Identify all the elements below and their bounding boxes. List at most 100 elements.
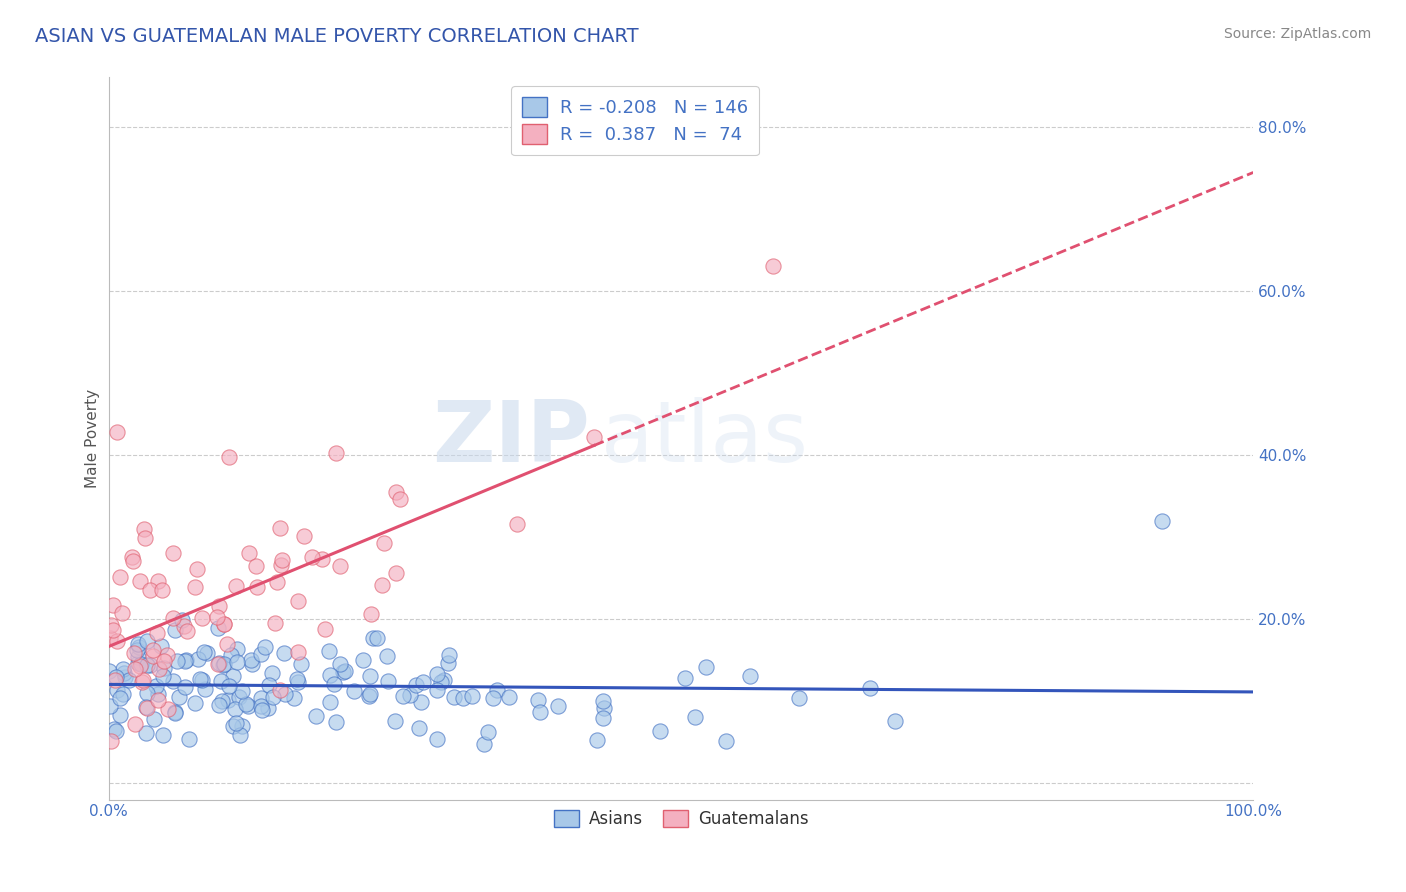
Point — [105, 633, 128, 648]
Point — [193, 645, 215, 659]
Point — [859, 681, 882, 695]
Point — [311, 552, 333, 566]
Point — [173, 654, 195, 668]
Point — [250, 647, 273, 661]
Point — [505, 516, 527, 531]
Point — [122, 554, 145, 568]
Point — [273, 646, 295, 660]
Point — [135, 634, 157, 648]
Point — [592, 711, 614, 725]
Point — [222, 719, 245, 733]
Point — [269, 521, 291, 535]
Point — [218, 450, 240, 465]
Point — [127, 637, 149, 651]
Point — [761, 259, 783, 273]
Point — [360, 607, 382, 621]
Point — [149, 639, 172, 653]
Point — [437, 648, 460, 663]
Point — [221, 669, 243, 683]
Point — [250, 703, 273, 717]
Point — [104, 724, 127, 739]
Point — [529, 705, 551, 719]
Point — [162, 674, 184, 689]
Point — [155, 648, 177, 662]
Point — [186, 562, 208, 576]
Point — [259, 678, 281, 692]
Point — [405, 678, 427, 692]
Point — [433, 673, 456, 688]
Point — [135, 699, 157, 714]
Point — [150, 582, 173, 597]
Point — [250, 691, 273, 706]
Point — [301, 549, 323, 564]
Point — [332, 665, 354, 680]
Point — [716, 734, 738, 748]
Point — [179, 731, 201, 746]
Point — [167, 690, 190, 705]
Point — [191, 610, 214, 624]
Point — [231, 684, 253, 698]
Point — [225, 716, 247, 731]
Point — [156, 701, 179, 715]
Point — [214, 617, 236, 632]
Point — [527, 693, 550, 707]
Point — [134, 522, 156, 536]
Point — [245, 558, 267, 573]
Point — [215, 636, 238, 650]
Point — [172, 613, 194, 627]
Point — [738, 669, 761, 683]
Point — [453, 691, 475, 706]
Point — [426, 666, 449, 681]
Point — [188, 672, 211, 686]
Point — [437, 656, 460, 670]
Point — [135, 726, 157, 740]
Point — [124, 716, 146, 731]
Point — [264, 616, 287, 631]
Point — [592, 701, 614, 715]
Point — [127, 649, 149, 664]
Point — [112, 666, 135, 681]
Point — [673, 671, 696, 685]
Point — [136, 701, 159, 715]
Point — [146, 625, 169, 640]
Point — [146, 686, 169, 700]
Point — [443, 690, 465, 704]
Point — [287, 594, 309, 608]
Point — [103, 599, 125, 613]
Point — [117, 673, 139, 687]
Point — [426, 683, 449, 698]
Point — [165, 623, 187, 637]
Point — [111, 662, 134, 676]
Point — [389, 491, 412, 506]
Point — [477, 725, 499, 739]
Point — [498, 690, 520, 705]
Point — [305, 709, 328, 723]
Point — [131, 674, 153, 689]
Point — [103, 723, 125, 737]
Point — [98, 699, 121, 714]
Point — [257, 700, 280, 714]
Point — [385, 566, 408, 580]
Point — [125, 642, 148, 657]
Point — [412, 674, 434, 689]
Point — [343, 683, 366, 698]
Point — [583, 430, 606, 444]
Point — [385, 485, 408, 500]
Point — [207, 657, 229, 671]
Point — [105, 425, 128, 440]
Point — [285, 673, 308, 687]
Point — [184, 697, 207, 711]
Point — [142, 643, 165, 657]
Point — [139, 583, 162, 598]
Point — [262, 665, 284, 680]
Text: Source: ZipAtlas.com: Source: ZipAtlas.com — [1223, 27, 1371, 41]
Point — [274, 687, 297, 701]
Point — [208, 698, 231, 712]
Point — [375, 649, 398, 664]
Point — [111, 607, 134, 621]
Point — [592, 694, 614, 708]
Point — [225, 579, 247, 593]
Point — [105, 670, 128, 684]
Point — [585, 733, 607, 747]
Point — [235, 697, 257, 711]
